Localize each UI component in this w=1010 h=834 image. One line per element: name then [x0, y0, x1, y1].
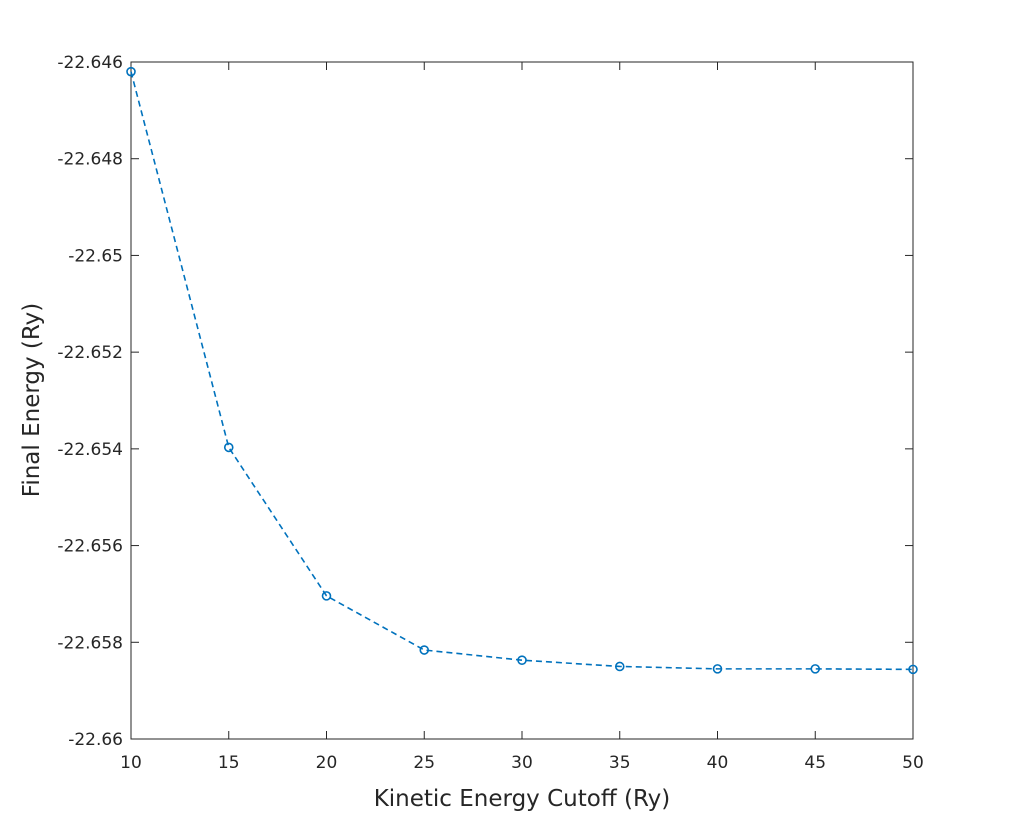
data-point-marker: [126, 66, 136, 77]
x-tick-label: 45: [804, 753, 826, 773]
plot-frame: [130, 61, 914, 740]
series-line: [130, 71, 914, 671]
x-tick-label: 35: [609, 753, 631, 773]
data-point-marker: [614, 661, 625, 672]
y-tick-label: -22.648: [57, 150, 123, 170]
data-point-marker: [321, 591, 332, 601]
y-tick-label: -22.658: [57, 633, 123, 653]
data-point-marker: [223, 442, 234, 453]
series-layer: [126, 66, 918, 675]
x-tick-label: 25: [413, 753, 435, 773]
x-tick-label: 15: [218, 753, 240, 773]
data-point-marker: [810, 664, 821, 674]
x-tick-label: 30: [511, 753, 533, 773]
y-tick-label: -22.646: [57, 53, 123, 73]
axes: 10 15 20 25 30 35 40 45 50 -22.646 -22.648 -22.65 -2…: [57, 53, 923, 773]
y-tick-label: -22.654: [57, 440, 123, 460]
y-tick-label: -22.66: [68, 730, 123, 750]
data-point-marker: [419, 645, 430, 655]
y-axis-label: Final Energy (Ry): [19, 303, 45, 497]
x-tick-label: 10: [120, 753, 142, 773]
x-axis-label: Kinetic Energy Cutoff (Ry): [374, 786, 671, 812]
data-point-marker: [908, 664, 918, 675]
data-point-marker: [712, 664, 723, 674]
data-point-marker: [517, 655, 527, 665]
y-tick-label: -22.656: [57, 537, 123, 557]
y-tick-label: -22.65: [68, 246, 123, 266]
x-tick-label: 50: [902, 753, 924, 773]
x-tick-label: 20: [316, 753, 338, 773]
y-tick-label: -22.652: [57, 343, 123, 363]
x-tick-label: 40: [707, 753, 729, 773]
